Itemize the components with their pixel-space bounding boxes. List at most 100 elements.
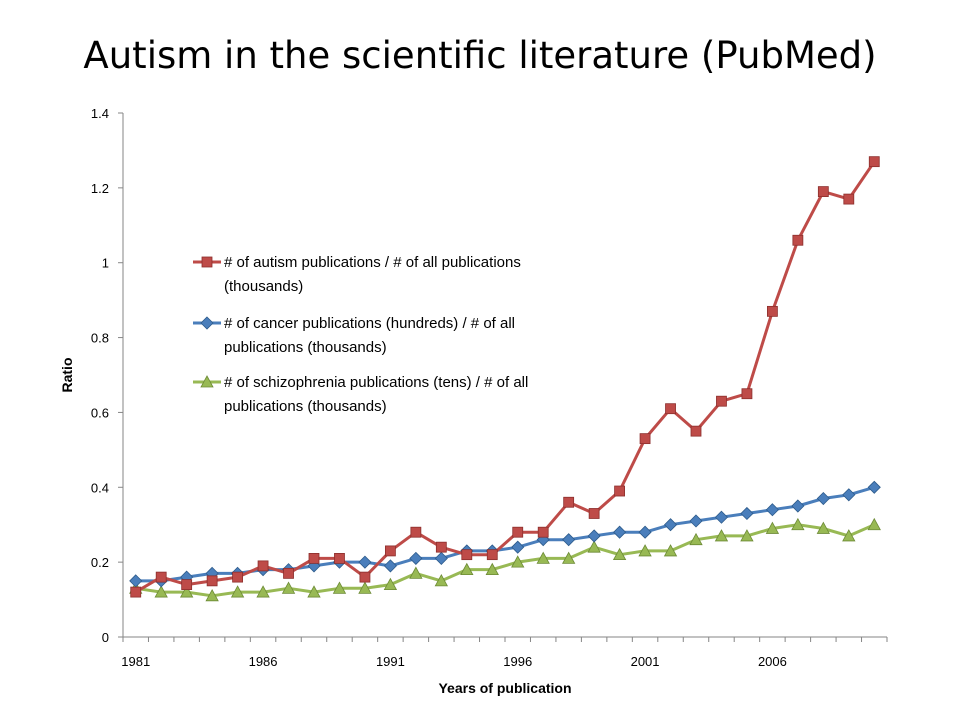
y-tick-label: 1.2 <box>91 181 109 196</box>
data-point <box>485 562 499 576</box>
data-point <box>434 574 449 587</box>
data-point <box>714 510 729 524</box>
data-point <box>638 544 652 557</box>
y-tick-label: 0.4 <box>91 480 109 495</box>
y-tick-label: 1.4 <box>91 106 109 121</box>
data-point <box>409 566 423 579</box>
x-tick-label: 2001 <box>631 654 660 669</box>
legend-marker <box>201 256 213 268</box>
data-point <box>129 574 143 588</box>
data-point <box>690 425 702 437</box>
legend-entry: # of schizophrenia publications (tens) /… <box>193 374 528 415</box>
data-point <box>155 571 167 583</box>
y-axis-title: Ratio <box>59 358 75 393</box>
data-point <box>843 193 855 205</box>
data-point <box>614 485 625 497</box>
data-point <box>639 433 651 445</box>
y-tick-label: 0.2 <box>91 555 109 570</box>
data-point <box>867 517 881 531</box>
data-point <box>714 529 729 542</box>
data-point <box>308 553 320 564</box>
data-point <box>334 553 345 564</box>
x-axis-title: Years of publication <box>438 680 571 696</box>
data-point <box>205 588 219 602</box>
series-square <box>130 156 880 598</box>
data-point <box>791 517 805 531</box>
legend-label: publications (thousands) <box>224 398 387 415</box>
data-point <box>537 526 549 538</box>
legend-label: publications (thousands) <box>224 339 387 356</box>
data-point <box>817 186 829 198</box>
data-point <box>511 540 525 554</box>
data-point <box>358 555 372 569</box>
legend-entry: # of autism publications / # of all publ… <box>193 254 521 295</box>
data-point <box>563 496 575 508</box>
data-point <box>665 403 676 415</box>
data-point <box>181 579 193 590</box>
data-point <box>256 585 270 598</box>
data-point <box>409 551 423 565</box>
data-point <box>511 555 525 568</box>
legend-marker <box>200 375 214 388</box>
data-point <box>741 388 753 400</box>
data-point <box>230 585 245 598</box>
y-tick-label: 0.6 <box>91 405 109 420</box>
data-point <box>206 575 218 587</box>
series-line <box>135 523 875 598</box>
legend-entry: # of cancer publications (hundreds) / # … <box>193 315 515 356</box>
data-point <box>486 549 498 561</box>
data-point <box>587 540 601 553</box>
data-point <box>307 585 321 598</box>
data-point <box>359 571 371 583</box>
data-point <box>689 532 703 546</box>
legend-label: # of autism publications / # of all publ… <box>224 254 521 271</box>
data-point <box>283 567 294 579</box>
data-point <box>434 551 448 565</box>
data-point <box>867 480 881 494</box>
data-point <box>179 585 194 598</box>
legend-label: (thousands) <box>224 278 303 295</box>
data-point <box>842 529 856 542</box>
data-point <box>663 518 678 532</box>
data-point <box>461 549 473 561</box>
x-tick-label: 1986 <box>249 654 278 669</box>
data-point <box>358 581 372 594</box>
data-point <box>383 559 397 573</box>
y-tick-label: 0.8 <box>91 331 109 346</box>
y-tick-label: 1 <box>102 256 109 271</box>
data-point <box>842 488 856 502</box>
data-point <box>154 585 168 598</box>
data-point <box>689 514 703 528</box>
series-triangle <box>129 517 881 602</box>
data-point <box>536 551 550 564</box>
x-tick-label: 1991 <box>376 654 405 669</box>
series-diamond <box>129 480 881 588</box>
legend-label: # of cancer publications (hundreds) / # … <box>224 315 515 332</box>
data-point <box>588 508 600 519</box>
data-point <box>435 541 447 553</box>
x-tick-label: 1996 <box>503 654 532 669</box>
data-point <box>232 571 244 583</box>
data-point <box>460 562 474 576</box>
y-tick-label: 0 <box>102 630 109 645</box>
data-point <box>257 560 269 572</box>
data-point <box>332 581 347 594</box>
data-point <box>791 499 805 513</box>
data-point <box>767 305 778 317</box>
data-point <box>383 577 398 590</box>
data-point <box>561 551 576 564</box>
data-point <box>765 521 780 534</box>
data-point <box>281 581 296 594</box>
data-point <box>740 506 754 521</box>
data-point <box>562 533 576 547</box>
data-point <box>638 525 652 539</box>
data-point <box>816 491 830 506</box>
data-point <box>613 525 627 539</box>
data-point <box>410 526 422 538</box>
data-point <box>816 521 831 534</box>
data-point <box>716 395 727 407</box>
data-point <box>587 529 601 543</box>
x-tick-label: 2006 <box>758 654 787 669</box>
x-tick-label: 1981 <box>121 654 150 669</box>
